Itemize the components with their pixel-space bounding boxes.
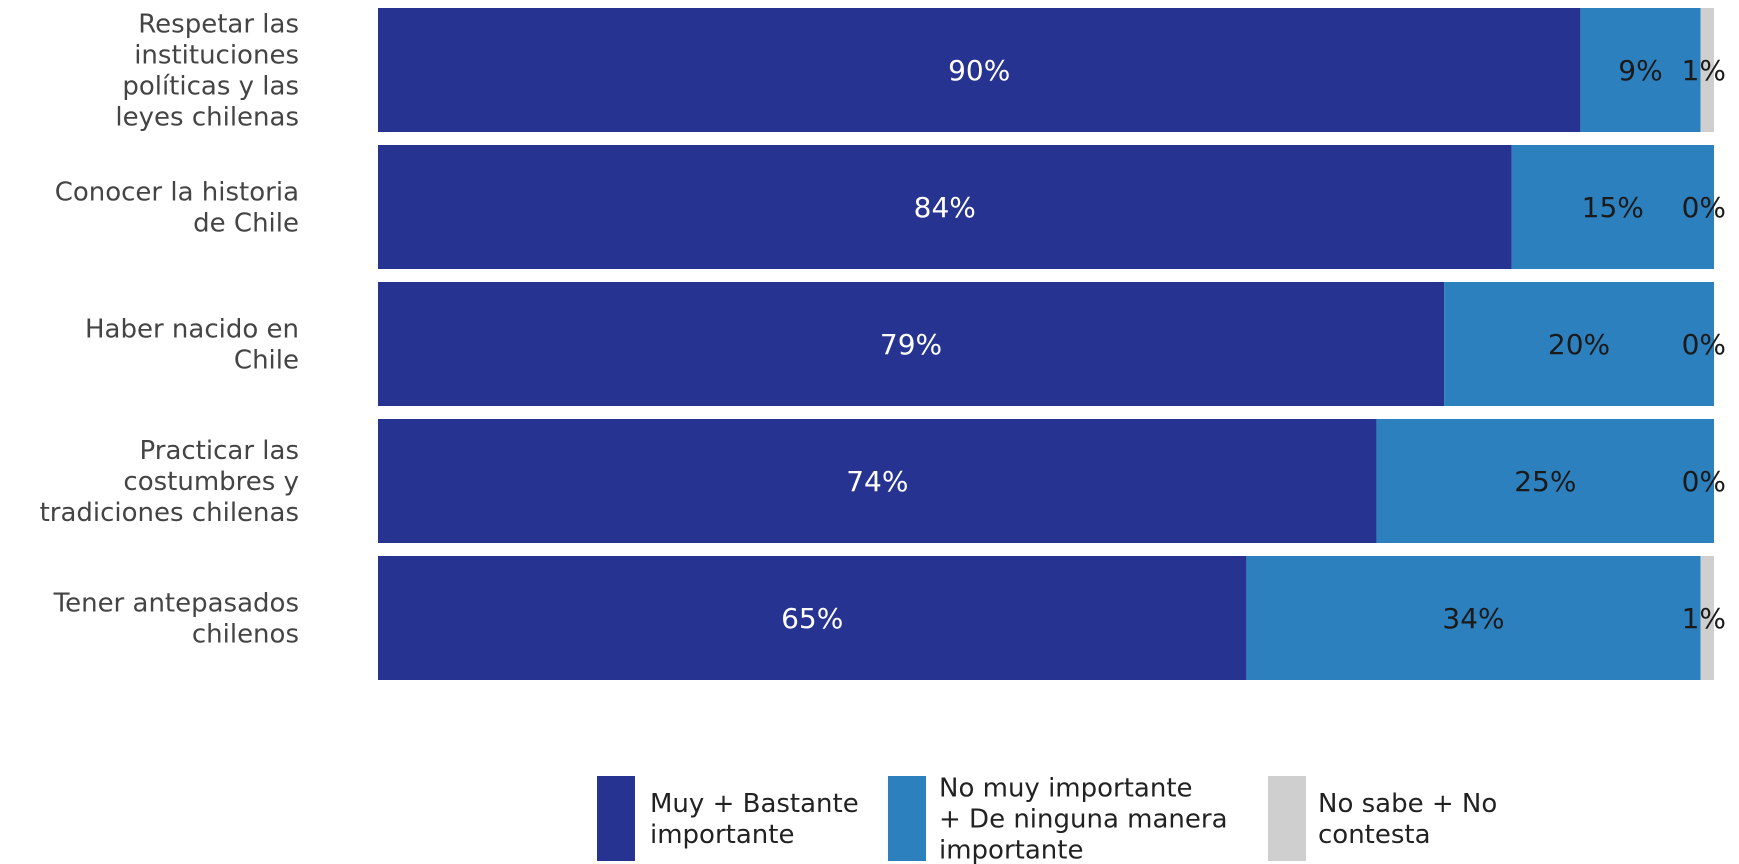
data-label: 74% xyxy=(846,465,908,498)
bar-segment xyxy=(1700,8,1714,132)
legend-label: Muy + Bastante importante xyxy=(650,789,859,850)
category-label: Respetar las instituciones políticas y las… xyxy=(115,10,299,133)
category-labels: Respetar las instituciones políticas y las… xyxy=(40,10,299,650)
bar-segment xyxy=(378,419,1377,543)
data-label: 1% xyxy=(1682,54,1726,87)
bars-group: 90% 9% 1% 84% 15% 0% 79% 20% 0% 74% 25% 0% 65% 34% 1% xyxy=(378,8,1726,680)
bar-segment xyxy=(1444,282,1714,406)
data-label: 79% xyxy=(880,328,942,361)
bar-segment xyxy=(378,556,1247,680)
legend-swatch xyxy=(888,776,926,861)
data-label: 1% xyxy=(1682,602,1726,635)
legend-swatch xyxy=(1268,776,1306,861)
data-label: 84% xyxy=(914,191,976,224)
data-label: 90% xyxy=(948,54,1010,87)
legend-label: No sabe + No contesta xyxy=(1318,789,1497,850)
data-label: 20% xyxy=(1548,328,1610,361)
bar-segment xyxy=(1511,145,1714,269)
bar-segment xyxy=(378,282,1445,406)
data-label: 25% xyxy=(1514,465,1576,498)
bar-segment xyxy=(1700,556,1714,680)
legend: Muy + Bastante importante No muy important… xyxy=(597,774,1497,864)
bar-segment xyxy=(378,8,1581,132)
bar-segment xyxy=(1246,556,1701,680)
category-label: Practicar las costumbres y tradiciones chi… xyxy=(40,436,299,528)
category-label: Haber nacido en Chile xyxy=(85,315,299,376)
data-label: 0% xyxy=(1682,191,1726,224)
data-label: 0% xyxy=(1682,328,1726,361)
category-label: Conocer la historia de Chile xyxy=(55,178,299,239)
category-label: Tener antepasados chilenos xyxy=(53,589,299,650)
legend-label: No muy importante + De ninguna manera impo… xyxy=(939,774,1228,864)
legend-swatch xyxy=(597,776,635,861)
bar-segment xyxy=(1580,8,1701,132)
bar-segment xyxy=(378,145,1512,269)
data-label: 0% xyxy=(1682,465,1726,498)
bar-segment xyxy=(1376,419,1714,543)
data-label: 9% xyxy=(1618,54,1662,87)
data-label: 34% xyxy=(1442,602,1504,635)
data-label: 15% xyxy=(1582,191,1644,224)
data-label: 65% xyxy=(781,602,843,635)
